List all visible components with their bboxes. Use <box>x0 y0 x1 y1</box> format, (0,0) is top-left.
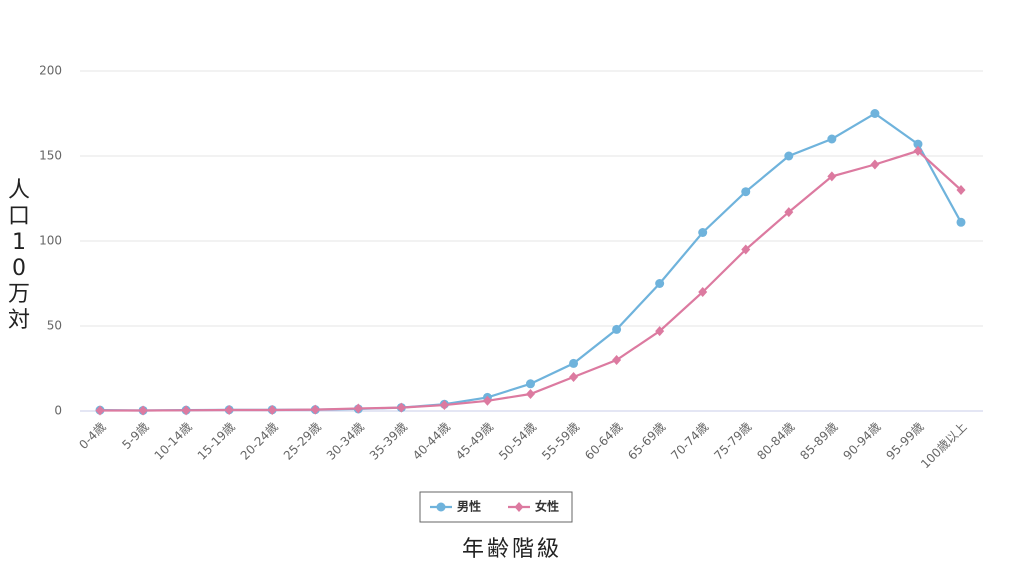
marker <box>956 217 966 227</box>
x-tick-label: 55-59歳 <box>539 420 582 463</box>
marker <box>569 358 579 368</box>
x-tick-label: 50-54歳 <box>496 420 539 463</box>
legend-label: 男性 <box>457 499 481 514</box>
x-tick-label: 40-44歳 <box>410 420 453 463</box>
marker <box>95 405 105 416</box>
marker <box>913 139 923 149</box>
marker <box>267 404 277 415</box>
x-tick-label: 35-39歳 <box>367 420 410 463</box>
marker <box>827 171 837 182</box>
x-tick-label: 10-14歳 <box>152 420 195 463</box>
x-tick-label: 95-99歳 <box>884 420 927 463</box>
y-tick-label: 150 <box>39 149 62 163</box>
x-tick-label: 75-79歳 <box>711 420 754 463</box>
marker <box>827 134 837 144</box>
series-line <box>100 149 962 412</box>
marker <box>956 185 966 195</box>
x-tick-label: 15-19歳 <box>195 420 238 463</box>
marker <box>526 389 535 399</box>
marker <box>138 405 148 416</box>
marker <box>698 228 708 237</box>
x-tick-label: 30-34歳 <box>324 420 367 463</box>
x-tick-label: 65-69歳 <box>625 420 668 463</box>
x-tick-label: 70-74歳 <box>668 420 711 463</box>
marker <box>784 207 794 218</box>
x-tick-label: 5-9歳 <box>119 420 151 452</box>
marker <box>353 403 363 414</box>
marker <box>741 187 751 197</box>
marker <box>655 326 665 337</box>
x-tick-label: 25-29歳 <box>281 420 324 463</box>
marker <box>310 404 320 415</box>
x-axis-label: 年齢階級 <box>462 537 562 562</box>
marker <box>482 395 492 406</box>
x-tick-label: 20-24歳 <box>238 420 281 463</box>
y-tick-label: 100 <box>39 234 62 248</box>
x-tick-label: 45-49歳 <box>453 420 496 463</box>
x-tick-label: 60-64歳 <box>582 420 625 463</box>
y-tick-label: 50 <box>47 319 62 333</box>
marker <box>870 159 880 170</box>
y-tick-label: 200 <box>39 64 62 78</box>
x-tick-label: 85-89歳 <box>797 420 840 463</box>
marker <box>698 287 708 297</box>
legend-marker <box>514 502 524 512</box>
y-tick-label: 0 <box>54 404 62 418</box>
x-tick-label: 100歳以上 <box>918 420 970 472</box>
legend-marker <box>436 502 446 512</box>
y-axis-label: 人口10万対 <box>7 178 30 333</box>
marker <box>913 145 923 156</box>
marker <box>569 372 579 382</box>
marker <box>526 379 535 389</box>
marker <box>870 109 880 118</box>
marker <box>741 244 751 255</box>
marker <box>181 405 191 416</box>
marker <box>612 324 622 334</box>
marker <box>439 400 449 411</box>
marker <box>612 355 622 365</box>
marker <box>655 279 665 288</box>
x-tick-label: 0-4歳 <box>76 420 108 452</box>
x-tick-label: 80-84歳 <box>754 420 797 463</box>
marker <box>224 404 234 415</box>
series-line <box>99 112 962 412</box>
legend-label: 女性 <box>535 499 559 514</box>
marker <box>784 151 794 161</box>
x-tick-label: 90-94歳 <box>840 420 883 463</box>
marker <box>396 402 406 413</box>
